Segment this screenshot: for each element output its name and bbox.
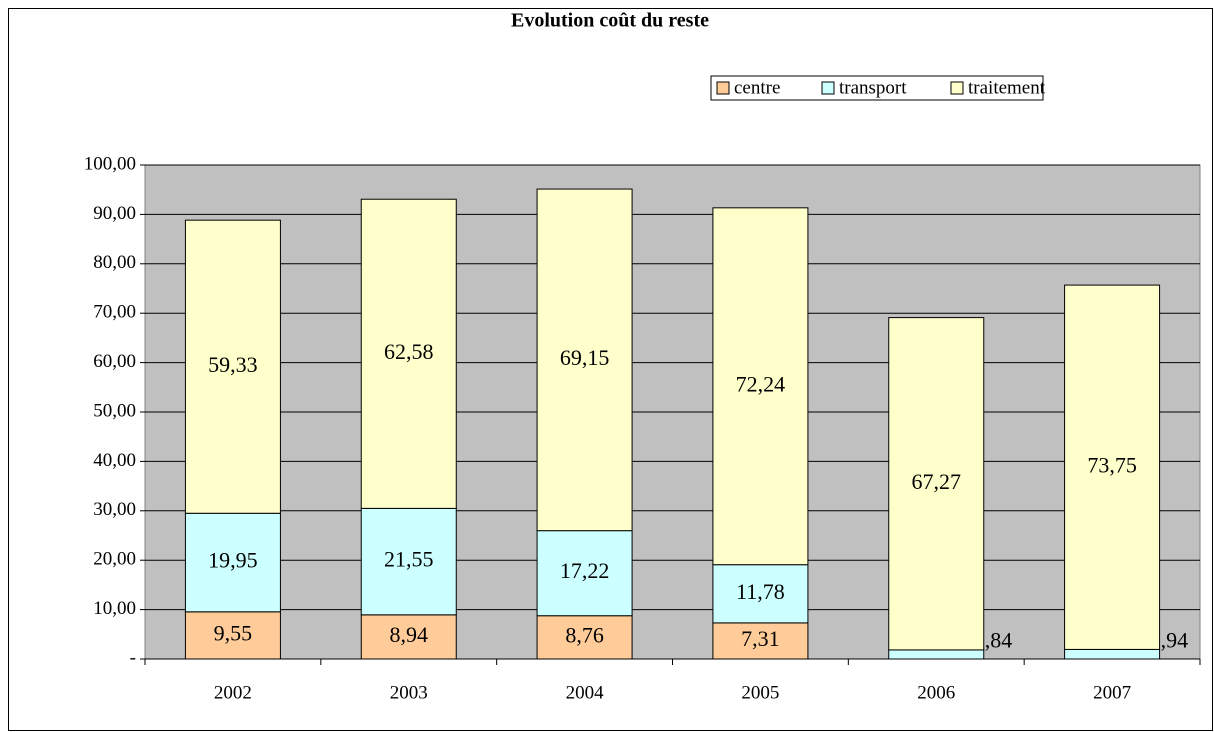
x-tick-label: 2006	[917, 682, 955, 703]
value-label: 17,22	[560, 558, 610, 583]
value-label: 7,31	[741, 626, 780, 651]
bar-segment	[1064, 284, 1161, 650]
legend-label: transport	[839, 77, 907, 98]
bar-segment	[184, 611, 281, 660]
y-tick-label: 40,00	[93, 450, 136, 471]
y-tick-label: 20,00	[93, 549, 136, 570]
legend-swatch	[821, 81, 835, 95]
value-label: 73,75	[1087, 452, 1137, 477]
bar-segment	[360, 198, 457, 509]
value-label: 69,15	[560, 345, 610, 370]
bar-segment	[1064, 648, 1161, 660]
bar-segment	[712, 207, 809, 566]
legend-label: centre	[734, 77, 780, 98]
value-label: 8,76	[565, 622, 604, 647]
value-label: 67,27	[912, 469, 962, 494]
bar-segment	[184, 219, 281, 514]
bar-segment	[888, 649, 985, 660]
y-tick-label: -	[130, 647, 136, 668]
x-tick-label: 2005	[741, 682, 779, 703]
value-label: 8,94	[390, 622, 429, 647]
value-label: 19,95	[208, 548, 258, 573]
legend-label: traitement	[968, 77, 1046, 98]
y-tick-label: 100,00	[84, 153, 136, 174]
x-tick-label: 2002	[214, 682, 252, 703]
value-label: 62,58	[384, 339, 434, 364]
bar-segment	[360, 507, 457, 616]
y-tick-label: 30,00	[93, 499, 136, 520]
y-tick-label: 70,00	[93, 302, 136, 323]
y-tick-label: 50,00	[93, 400, 136, 421]
x-tick-label: 2007	[1093, 682, 1131, 703]
y-tick-label: 10,00	[93, 598, 136, 619]
legend-swatch	[950, 81, 964, 95]
bar-segment	[712, 564, 809, 624]
x-tick-label: 2004	[566, 682, 605, 703]
legend-swatch	[716, 81, 730, 95]
y-tick-label: 90,00	[93, 203, 136, 224]
bar-segment	[536, 188, 633, 532]
value-label: 9,55	[214, 620, 253, 645]
value-label: 21,55	[384, 547, 434, 572]
bar-segment	[712, 622, 809, 660]
value-label: 72,24	[736, 371, 786, 396]
bar-segment	[360, 614, 457, 660]
bar-segment	[888, 317, 985, 651]
legend-box	[710, 75, 1044, 101]
x-tick-label: 2003	[390, 682, 428, 703]
y-tick-label: 60,00	[93, 351, 136, 372]
value-label: 11,78	[736, 579, 785, 604]
bar-segment	[536, 530, 633, 617]
value-label: 59,33	[208, 352, 258, 377]
y-tick-label: 80,00	[93, 252, 136, 273]
bar-segment	[536, 615, 633, 660]
chart-title: Evolution coût du reste	[511, 10, 709, 32]
